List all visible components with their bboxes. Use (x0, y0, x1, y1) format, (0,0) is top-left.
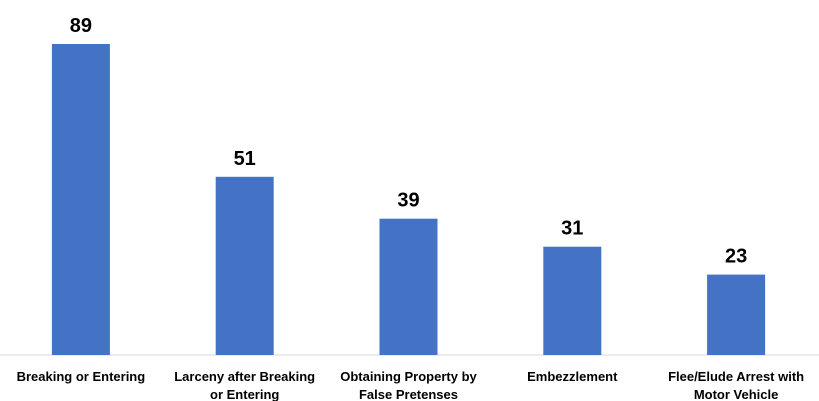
category-label-5: Flee/Elude Arrest with Motor Vehicle (668, 369, 804, 401)
bar-5 (707, 274, 766, 355)
category-label-line: Motor Vehicle (694, 387, 779, 401)
category-label-line: False Pretenses (359, 387, 458, 401)
category-label-line: Breaking or Entering (17, 369, 146, 384)
bar-3 (379, 218, 438, 355)
bar-4 (543, 246, 602, 355)
bar-1 (51, 44, 110, 355)
category-label-line: Larceny after Breaking (174, 369, 315, 384)
category-label-4: Embezzlement (527, 369, 618, 384)
bar-value-label-5: 23 (725, 246, 747, 268)
category-labels-layer: Breaking or Entering Larceny after Breaki… (17, 369, 805, 401)
bar-value-label-1: 89 (70, 15, 92, 37)
category-label-line: or Entering (210, 387, 279, 401)
bar-value-label-2: 51 (234, 148, 256, 170)
bar-value-label-3: 39 (397, 190, 419, 212)
category-label-line: Flee/Elude Arrest with (668, 369, 804, 384)
category-label-2: Larceny after Breaking or Entering (174, 369, 315, 401)
category-label-3: Obtaining Property by False Pretenses (340, 369, 477, 401)
value-labels-layer: 89 51 39 31 23 (70, 15, 747, 268)
category-label-1: Breaking or Entering (17, 369, 146, 384)
bar-2 (215, 176, 274, 355)
bar-value-label-4: 31 (561, 218, 583, 240)
bars-layer (51, 44, 766, 355)
category-label-line: Obtaining Property by (340, 369, 477, 384)
category-label-line: Embezzlement (527, 369, 618, 384)
